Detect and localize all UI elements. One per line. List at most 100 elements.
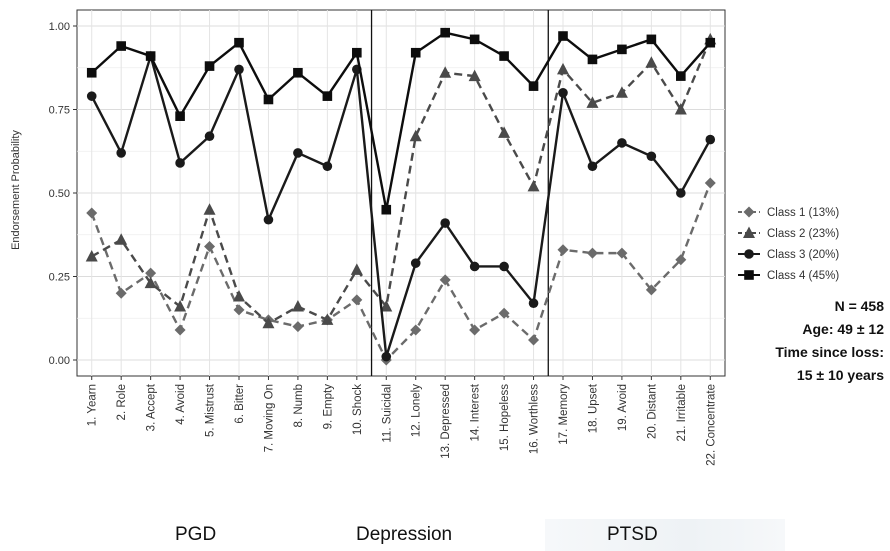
data-point bbox=[263, 94, 274, 105]
legend-marker bbox=[743, 226, 755, 238]
y-tick-label: 0.75 bbox=[49, 105, 70, 117]
x-tick-label: 12. Lonely bbox=[411, 384, 423, 437]
data-point bbox=[587, 161, 598, 172]
data-point bbox=[350, 263, 363, 275]
series-group bbox=[85, 27, 717, 366]
legend-label: Class 1 (13%) bbox=[767, 207, 839, 219]
data-point bbox=[322, 161, 333, 172]
data-point bbox=[204, 61, 215, 71]
x-tick-label: 9. Empty bbox=[322, 384, 334, 430]
x-tick-label: 15. Hopeless bbox=[499, 384, 511, 451]
data-point bbox=[292, 321, 304, 333]
x-tick-label: 7. Moving On bbox=[263, 384, 275, 452]
legend-item: Class 2 (23%) bbox=[738, 226, 839, 240]
data-point bbox=[439, 274, 451, 286]
data-point bbox=[321, 313, 334, 325]
data-point bbox=[645, 284, 657, 296]
y-tick-label: 1.00 bbox=[49, 21, 70, 33]
sample-stats: N = 458 Age: 49 ± 12 Time since loss: 15… bbox=[775, 295, 884, 387]
series-line bbox=[91, 38, 712, 325]
stats-n: N = 458 bbox=[834, 298, 884, 314]
stats-time-label: Time since loss: bbox=[775, 344, 884, 360]
data-point bbox=[617, 44, 627, 55]
x-tick-label: 5. Mistrust bbox=[205, 383, 217, 437]
stats-age: Age: 49 ± 12 bbox=[802, 321, 884, 337]
x-tick-label: 11. Suicidal bbox=[381, 384, 393, 443]
data-point bbox=[558, 88, 568, 98]
data-point bbox=[705, 37, 716, 48]
data-point bbox=[116, 148, 126, 158]
line-chart: 0.00 0.25 0.50 0.75 1.00 1. Yearn 2. Role 3. A… bbox=[10, 9, 839, 466]
data-point bbox=[381, 204, 392, 215]
data-point bbox=[233, 304, 245, 316]
data-point bbox=[469, 34, 480, 45]
data-point bbox=[704, 177, 716, 189]
data-point bbox=[85, 249, 98, 262]
section-label-depression: Depression bbox=[356, 524, 453, 545]
x-tick-label: 6. Bitter bbox=[234, 384, 246, 424]
data-point bbox=[528, 81, 539, 91]
y-tick-label: 0.25 bbox=[49, 272, 70, 284]
data-point bbox=[615, 86, 628, 98]
data-point bbox=[263, 214, 274, 225]
data-point bbox=[676, 71, 686, 81]
data-point bbox=[440, 27, 450, 38]
data-point bbox=[115, 287, 127, 299]
x-tick-label: 10. Shock bbox=[352, 384, 364, 435]
data-point bbox=[174, 300, 187, 312]
data-point bbox=[175, 158, 185, 168]
y-tick-label: 0.50 bbox=[49, 188, 70, 200]
data-point bbox=[175, 111, 185, 121]
x-tick-label: 17. Memory bbox=[558, 384, 570, 445]
series-line bbox=[90, 54, 712, 358]
data-point bbox=[646, 34, 657, 45]
data-point bbox=[410, 258, 421, 268]
series-4 bbox=[86, 27, 716, 215]
data-point bbox=[203, 203, 216, 215]
data-point bbox=[351, 294, 363, 306]
data-point bbox=[499, 261, 509, 272]
data-point bbox=[174, 324, 186, 336]
data-point bbox=[234, 64, 244, 75]
data-point bbox=[233, 290, 245, 302]
legend-item: Class 4 (45%) bbox=[738, 270, 839, 282]
data-point bbox=[116, 41, 126, 51]
data-point bbox=[144, 276, 157, 289]
x-axis: 1. Yearn 2. Role 3. Accept 4. Avoid 5. Mistr… bbox=[87, 376, 717, 466]
legend-label: Class 3 (20%) bbox=[767, 249, 839, 261]
data-point bbox=[468, 69, 481, 82]
data-point bbox=[557, 62, 569, 75]
data-point bbox=[674, 103, 687, 115]
data-point bbox=[617, 138, 627, 148]
data-point bbox=[587, 54, 598, 65]
y-tick-label: 0.00 bbox=[49, 355, 70, 367]
data-point bbox=[469, 324, 481, 336]
legend-marker bbox=[744, 270, 754, 280]
data-point bbox=[645, 56, 658, 68]
y-axis-title: Endorsement Probability bbox=[10, 130, 22, 250]
legend-marker bbox=[743, 206, 755, 218]
x-tick-label: 19. Avoid bbox=[617, 384, 629, 431]
data-point bbox=[616, 247, 628, 259]
series-1 bbox=[86, 177, 716, 366]
series-2 bbox=[85, 32, 717, 329]
data-point bbox=[410, 47, 421, 58]
x-tick-label: 20. Distant bbox=[646, 383, 658, 439]
data-point bbox=[646, 151, 657, 162]
data-point bbox=[145, 51, 156, 61]
data-point bbox=[293, 148, 303, 158]
data-point bbox=[291, 300, 304, 312]
data-point bbox=[439, 66, 452, 78]
legend-label: Class 2 (23%) bbox=[767, 228, 839, 240]
data-point bbox=[234, 37, 244, 48]
data-point bbox=[528, 334, 540, 346]
legend: Class 1 (13%) Class 2 (23%) Class 3 (20%) C… bbox=[738, 206, 839, 282]
data-point bbox=[499, 51, 509, 61]
data-point bbox=[204, 240, 216, 252]
x-tick-label: 1. Yearn bbox=[87, 384, 99, 426]
data-point bbox=[86, 207, 98, 219]
data-point bbox=[204, 131, 215, 142]
legend-item: Class 3 (20%) bbox=[738, 249, 839, 261]
data-point bbox=[498, 126, 511, 138]
data-point bbox=[293, 67, 303, 78]
